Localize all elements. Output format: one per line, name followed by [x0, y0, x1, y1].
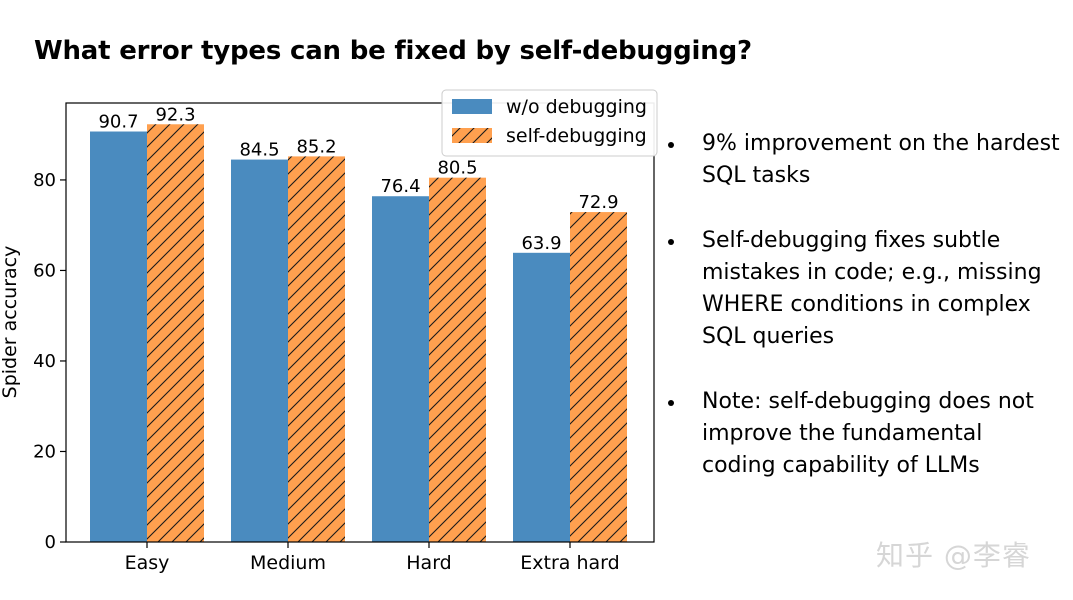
legend-label-self-debugging: self-debugging	[506, 125, 647, 147]
bar-w-o-debugging	[372, 196, 429, 542]
y-axis: 0 20 40 60 80	[33, 170, 66, 553]
value-labels-group: 90.7 92.3 84.5 85.2 76.4 80.5 63.9 72.9	[98, 104, 618, 254]
legend-swatch-wo-debugging	[452, 99, 492, 114]
bullet-text: Self-debugging fixes subtle mistakes in …	[702, 228, 1042, 349]
bullet-dot-icon	[668, 239, 674, 245]
legend: w/o debugging self-debugging	[441, 89, 658, 157]
legend-frame	[441, 89, 658, 157]
bar-w-o-debugging	[231, 159, 288, 543]
bar-hatch-self-debugging	[147, 124, 204, 543]
slide-title: What error types can be fixed by self-de…	[34, 36, 752, 66]
bars-group	[90, 124, 627, 543]
bar-value-label: 63.9	[521, 233, 561, 254]
bullet-dot-icon	[668, 142, 674, 148]
bar-hatch-self-debugging	[288, 156, 345, 543]
bar-value-label: 76.4	[380, 176, 420, 197]
y-tick-label: 60	[33, 260, 56, 281]
legend-label-wo-debugging: w/o debugging	[506, 96, 647, 118]
x-axis: Easy Medium Hard Extra hard	[125, 542, 620, 574]
x-tick-label: Easy	[125, 552, 170, 574]
y-tick-label: 0	[45, 532, 56, 553]
x-tick-label: Extra hard	[520, 552, 619, 574]
bar-value-label: 84.5	[239, 140, 279, 161]
y-tick-label: 20	[33, 441, 56, 462]
bar-value-label: 80.5	[437, 158, 477, 179]
bullet-text: Note: self-debugging does not improve th…	[702, 389, 1034, 478]
bar-w-o-debugging	[90, 131, 147, 542]
bullet-list: 9% improvement on the hardest SQL tasks …	[660, 128, 1060, 515]
bullet-dot-icon	[668, 400, 674, 406]
bar-hatch-self-debugging	[429, 177, 486, 542]
bullet-item: Note: self-debugging does not improve th…	[660, 386, 1060, 482]
bar-value-label: 85.2	[296, 136, 336, 157]
bullet-item: Self-debugging fixes subtle mistakes in …	[660, 225, 1060, 353]
bar-hatch-self-debugging	[570, 212, 627, 542]
bar-w-o-debugging	[513, 252, 570, 542]
watermark: 知乎 @李睿	[876, 539, 1031, 572]
bar-chart: 90.7 92.3 84.5 85.2 76.4 80.5 63.9 72.9 0 20 40 60…	[0, 89, 658, 574]
legend-swatch-self-debugging	[452, 128, 492, 143]
plot-frame	[65, 102, 655, 543]
y-axis-label: Spider accuracy	[0, 246, 21, 399]
bullet-item: 9% improvement on the hardest SQL tasks	[660, 128, 1060, 192]
bar-value-label: 72.9	[578, 192, 618, 213]
y-tick-label: 80	[33, 170, 56, 191]
bar-value-label: 92.3	[155, 104, 195, 125]
x-tick-label: Hard	[406, 552, 451, 574]
x-tick-label: Medium	[250, 552, 326, 574]
bullet-text: 9% improvement on the hardest SQL tasks	[702, 131, 1060, 188]
y-tick-label: 40	[33, 351, 56, 372]
bar-value-label: 90.7	[98, 112, 138, 133]
